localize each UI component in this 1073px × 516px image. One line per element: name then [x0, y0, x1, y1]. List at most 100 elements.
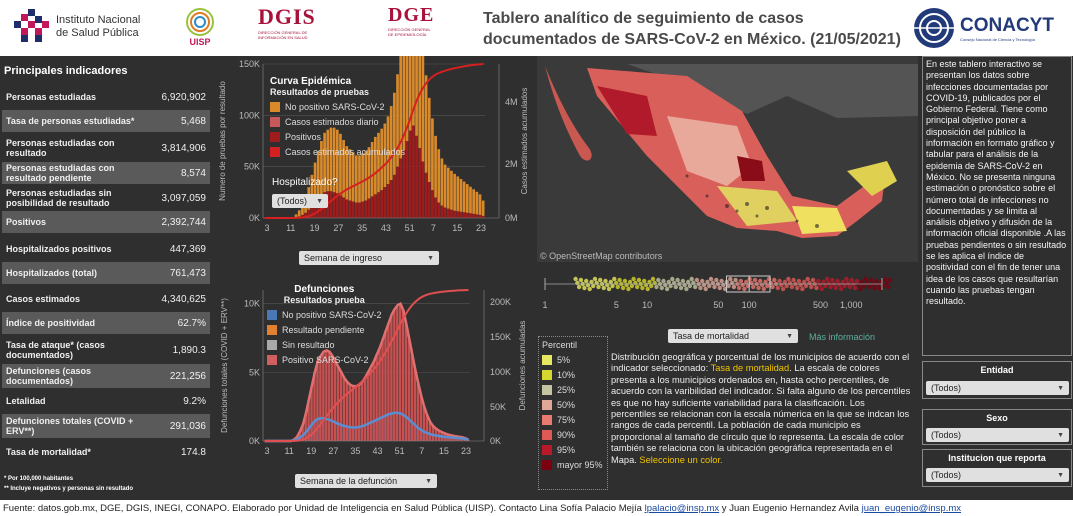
bar-positivo[interactable] [333, 361, 337, 441]
bar-positivos[interactable] [418, 148, 422, 218]
bar-positivos[interactable] [348, 200, 352, 218]
epi-legend-item[interactable]: Positivos [270, 129, 405, 144]
bar-positivo[interactable] [328, 351, 331, 441]
municipio-dot[interactable] [826, 280, 831, 286]
bar-no-positivo[interactable] [472, 189, 475, 214]
municipio-dot[interactable] [670, 276, 675, 282]
def-legend-item[interactable]: No positivo SARS-CoV-2 [267, 307, 382, 322]
bar-no-positivo[interactable] [389, 106, 393, 181]
municipio-dot[interactable] [673, 284, 678, 290]
municipio-dot[interactable] [589, 279, 594, 285]
municipio-dot[interactable] [617, 277, 622, 283]
municipio-dot[interactable] [596, 284, 601, 290]
bar-positivo[interactable] [390, 314, 393, 441]
municipio-dot[interactable] [803, 283, 809, 289]
municipio-dot[interactable] [798, 282, 803, 288]
municipio-dot[interactable] [721, 282, 726, 288]
institucion-select[interactable]: (Todos) ▼ [926, 468, 1069, 482]
bar-positivos[interactable] [393, 174, 396, 218]
municipio-dot[interactable] [842, 283, 847, 289]
municipio-dot[interactable] [837, 282, 842, 288]
bar-positivos[interactable] [342, 197, 345, 218]
bar-no-positivo[interactable] [421, 56, 425, 162]
bar-positivos[interactable] [408, 130, 412, 218]
bar-no-positivo[interactable] [427, 97, 431, 183]
bar-positivo[interactable] [325, 350, 328, 441]
municipio-dot[interactable] [666, 279, 671, 285]
bar-no-positivo[interactable] [329, 127, 333, 192]
municipio-dot[interactable] [703, 286, 708, 292]
municipio-dot[interactable] [592, 276, 598, 282]
bar-positivo[interactable] [401, 310, 405, 441]
municipio-dot[interactable] [613, 280, 619, 286]
municipio-dot[interactable] [821, 279, 826, 285]
municipio-dot[interactable] [733, 277, 738, 283]
bar-positivos[interactable] [367, 198, 371, 218]
municipio-dot[interactable] [601, 285, 606, 291]
bar-positivo[interactable] [363, 377, 366, 441]
bar-positivo[interactable] [410, 354, 414, 441]
municipio-dot[interactable] [886, 284, 891, 290]
bar-no-positivo[interactable] [361, 153, 364, 202]
bar-positivo[interactable] [319, 355, 322, 441]
epidemic-curve-svg[interactable]: 150K 100K 50K 0K 4M 2M 0M 3 11 19 27 35 43 51 7 15 23 Num… [215, 56, 537, 246]
bar-no-positivo[interactable] [354, 155, 358, 203]
bar-no-positivo[interactable] [456, 176, 460, 212]
bar-no-positivo[interactable] [345, 146, 349, 200]
epi-legend-item[interactable]: No positivo SARS-CoV-2 [270, 99, 405, 114]
municipio-dot[interactable] [772, 277, 777, 283]
municipio-dot[interactable] [610, 283, 615, 289]
municipio-dot[interactable] [652, 280, 657, 286]
municipio-dot[interactable] [714, 277, 719, 283]
bar-positivos[interactable] [446, 208, 450, 218]
sexo-select[interactable]: (Todos) ▼ [926, 428, 1069, 442]
municipio-dot[interactable] [780, 286, 786, 292]
bar-no-positivo[interactable] [402, 56, 406, 151]
bar-positivos[interactable] [345, 199, 349, 218]
municipio-dot[interactable] [605, 282, 610, 288]
municipio-dot[interactable] [710, 280, 715, 286]
municipio-dot[interactable] [761, 286, 766, 292]
bar-positivo[interactable] [348, 384, 352, 441]
municipio-dot[interactable] [786, 276, 791, 282]
municipio-dot[interactable] [576, 284, 582, 290]
bar-no-positivo[interactable] [320, 141, 323, 195]
seleccione-color-link[interactable]: Seleccione un color. [639, 454, 723, 465]
bar-positivo[interactable] [304, 413, 307, 441]
bar-no-positivo[interactable] [310, 174, 314, 206]
bar-positivos[interactable] [364, 200, 368, 218]
municipio-dot[interactable] [642, 278, 647, 284]
bar-no-positivo[interactable] [342, 139, 345, 198]
bar-positivo[interactable] [342, 377, 346, 441]
municipio-dot[interactable] [882, 276, 888, 282]
municipio-dot[interactable] [752, 277, 758, 283]
cumulative-line[interactable] [264, 289, 469, 442]
municipio-dot[interactable] [807, 280, 812, 286]
bar-no-positivo[interactable] [396, 74, 399, 167]
epi-legend-item[interactable]: Casos estimados diario [270, 114, 405, 129]
municipio-dot[interactable] [795, 285, 800, 291]
municipio-dot[interactable] [573, 276, 578, 282]
bar-positivo[interactable] [425, 414, 429, 441]
bar-positivos[interactable] [313, 201, 317, 218]
bar-positivo[interactable] [316, 361, 319, 441]
bar-positivos[interactable] [402, 150, 406, 218]
bar-no-positivo[interactable] [431, 118, 434, 191]
municipio-dot[interactable] [849, 277, 854, 283]
bar-no-positivo[interactable] [294, 214, 298, 218]
bar-positivos[interactable] [329, 191, 333, 218]
municipio-dot[interactable] [698, 285, 703, 291]
bar-no-positivo[interactable] [358, 155, 361, 203]
bar-positivo[interactable] [354, 386, 358, 441]
bar-no-positivo[interactable] [339, 133, 342, 196]
municipio-dot[interactable] [853, 285, 858, 291]
bar-positivo[interactable] [336, 366, 340, 441]
municipio-dot[interactable] [649, 283, 654, 289]
municipio-dot[interactable] [865, 280, 870, 286]
municipio-dot[interactable] [844, 276, 849, 282]
bar-no-positivo[interactable] [453, 173, 456, 211]
percentil-item[interactable]: 5% [539, 352, 607, 367]
municipio-dot[interactable] [680, 278, 686, 284]
municipio-dot[interactable] [810, 277, 816, 283]
municipio-dot[interactable] [860, 279, 865, 285]
